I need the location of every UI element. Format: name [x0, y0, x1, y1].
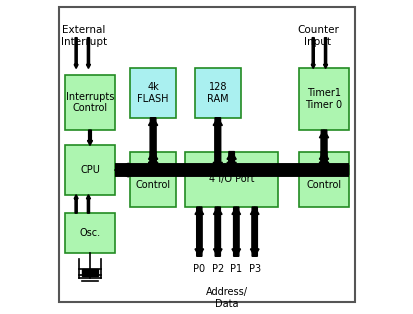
FancyArrow shape: [250, 207, 259, 256]
Text: P2: P2: [211, 264, 223, 274]
Bar: [82, 268, 97, 276]
Text: 128
RAM: 128 RAM: [206, 82, 228, 104]
Bar: [65, 213, 114, 253]
Text: External
Interrupt: External Interrupt: [61, 25, 107, 47]
Bar: [130, 152, 176, 207]
FancyArrow shape: [323, 38, 327, 68]
FancyArrow shape: [74, 195, 78, 213]
Bar: [65, 75, 114, 130]
Text: Bus
Control: Bus Control: [306, 169, 341, 190]
FancyArrow shape: [148, 118, 157, 170]
FancyArrow shape: [318, 130, 328, 170]
Bar: [130, 68, 176, 118]
FancyArrow shape: [148, 152, 157, 170]
FancyArrow shape: [231, 207, 240, 256]
FancyArrow shape: [226, 152, 236, 170]
FancyArrow shape: [213, 207, 221, 256]
Text: P1: P1: [230, 264, 242, 274]
Bar: [65, 145, 114, 195]
FancyArrow shape: [250, 207, 259, 256]
Text: Osc.: Osc.: [79, 228, 100, 238]
FancyArrow shape: [87, 130, 92, 145]
Text: CPU: CPU: [80, 165, 100, 175]
FancyArrow shape: [318, 130, 328, 170]
Bar: [299, 152, 348, 207]
Text: P0: P0: [193, 264, 205, 274]
Text: Counter
Input: Counter Input: [296, 25, 338, 47]
Bar: [185, 152, 277, 207]
FancyArrow shape: [231, 207, 240, 256]
FancyArrow shape: [86, 38, 90, 68]
FancyArrow shape: [86, 195, 90, 213]
FancyArrow shape: [148, 152, 157, 170]
FancyArrow shape: [226, 152, 236, 170]
FancyArrow shape: [318, 152, 328, 170]
FancyArrow shape: [311, 38, 314, 68]
FancyArrow shape: [213, 207, 221, 256]
Text: Address/
Data: Address/ Data: [206, 287, 247, 309]
Text: Bus
Control: Bus Control: [135, 169, 170, 190]
FancyArrow shape: [195, 207, 203, 256]
Text: Timer1
Timer 0: Timer1 Timer 0: [305, 89, 342, 110]
FancyArrow shape: [74, 38, 78, 68]
Bar: [194, 68, 240, 118]
Text: 4 I/O Port: 4 I/O Port: [209, 174, 254, 184]
FancyArrow shape: [195, 207, 203, 256]
Text: P3: P3: [248, 264, 260, 274]
FancyArrow shape: [213, 118, 222, 170]
FancyArrow shape: [114, 163, 348, 177]
FancyArrow shape: [148, 118, 157, 170]
Text: Interrupts
Control: Interrupts Control: [66, 91, 114, 113]
FancyArrow shape: [318, 152, 328, 170]
Text: 4k
FLASH: 4k FLASH: [137, 82, 169, 104]
FancyArrow shape: [213, 118, 222, 170]
Bar: [299, 68, 348, 130]
